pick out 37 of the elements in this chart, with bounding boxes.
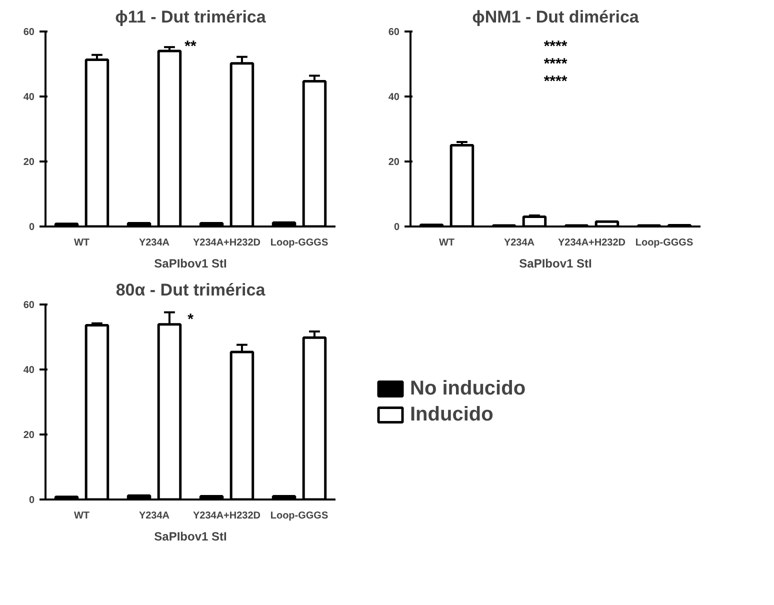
y-tick-label: 20: [23, 430, 35, 441]
x-axis-title: SaPIbov1 StI: [154, 530, 227, 544]
x-tick-label: WT: [74, 238, 90, 248]
x-tick-label: Loop-GGGS: [270, 238, 328, 248]
x-tick-label: Y234A: [504, 238, 535, 248]
x-tick-label: Y234A+H232D: [558, 238, 626, 248]
y-tick-label: 40: [23, 92, 35, 103]
y-tick-label: 60: [23, 300, 35, 311]
x-tick-label: WT: [438, 238, 455, 248]
y-tick-label: 40: [388, 92, 400, 103]
y-tick-label: 0: [28, 495, 35, 506]
chart-title: ϕNM1 - Dut dimérica: [472, 8, 640, 26]
x-tick-label: Loop-GGGS: [270, 510, 328, 522]
y-tick-label: 40: [23, 365, 35, 376]
y-tick-label: 20: [388, 157, 400, 168]
y-tick-label: 60: [388, 27, 400, 38]
chart-title: 80α - Dut trimérica: [116, 280, 266, 300]
x-tick-label: Y234A+H232D: [192, 238, 261, 248]
x-tick-label: Loop-GGGS: [635, 238, 694, 248]
chart-title: ϕ11 - Dut trimérica: [115, 8, 266, 26]
y-tick-label: 60: [23, 27, 35, 38]
annotation: ****: [544, 55, 568, 72]
y-tick-label: 0: [394, 222, 400, 233]
legend-label: Inducido: [410, 403, 494, 426]
x-axis-title: SaPIbov1 StI: [519, 256, 592, 270]
annotation: *: [188, 310, 194, 328]
x-axis-title: SaPIbov1 StI: [154, 256, 227, 270]
x-tick-label: Y234A: [138, 510, 170, 522]
annotation: **: [184, 38, 196, 55]
legend-label: No inducido: [410, 377, 526, 400]
x-tick-label: Y234A: [138, 238, 170, 248]
y-tick-label: 0: [28, 222, 35, 233]
x-tick-label: Y234A+H232D: [192, 510, 261, 522]
x-tick-label: WT: [74, 510, 90, 522]
annotation: ****: [544, 73, 568, 90]
annotation: ****: [544, 38, 568, 55]
y-tick-label: 20: [23, 157, 35, 168]
